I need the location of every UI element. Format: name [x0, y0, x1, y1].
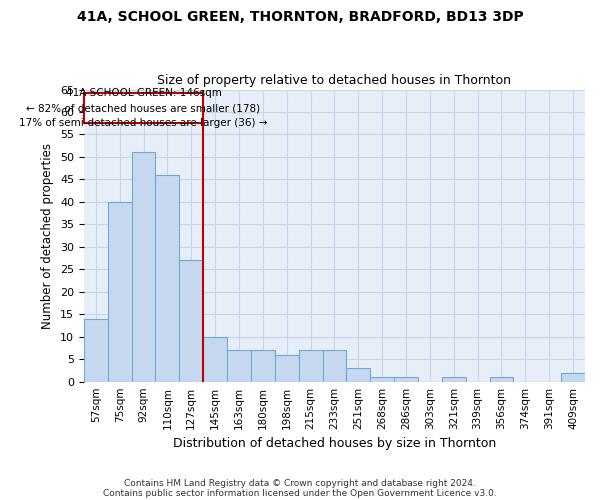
- Y-axis label: Number of detached properties: Number of detached properties: [41, 142, 55, 328]
- Text: Contains public sector information licensed under the Open Government Licence v3: Contains public sector information licen…: [103, 488, 497, 498]
- Text: 41A, SCHOOL GREEN, THORNTON, BRADFORD, BD13 3DP: 41A, SCHOOL GREEN, THORNTON, BRADFORD, B…: [77, 10, 523, 24]
- Bar: [108, 202, 131, 382]
- Bar: [203, 336, 227, 382]
- Text: 41A SCHOOL GREEN: 146sqm
← 82% of detached houses are smaller (178)
17% of semi-: 41A SCHOOL GREEN: 146sqm ← 82% of detach…: [19, 88, 268, 128]
- Bar: [370, 377, 394, 382]
- Bar: [131, 152, 155, 382]
- Bar: [84, 319, 108, 382]
- Bar: [299, 350, 323, 382]
- Bar: [179, 260, 203, 382]
- Bar: [275, 354, 299, 382]
- Title: Size of property relative to detached houses in Thornton: Size of property relative to detached ho…: [157, 74, 511, 87]
- Bar: [251, 350, 275, 382]
- Bar: [227, 350, 251, 382]
- X-axis label: Distribution of detached houses by size in Thornton: Distribution of detached houses by size …: [173, 437, 496, 450]
- Bar: [323, 350, 346, 382]
- Bar: [442, 377, 466, 382]
- Bar: [155, 175, 179, 382]
- Bar: [490, 377, 514, 382]
- Text: Contains HM Land Registry data © Crown copyright and database right 2024.: Contains HM Land Registry data © Crown c…: [124, 478, 476, 488]
- Bar: [394, 377, 418, 382]
- Bar: [346, 368, 370, 382]
- Bar: [561, 372, 585, 382]
- FancyBboxPatch shape: [84, 93, 203, 124]
